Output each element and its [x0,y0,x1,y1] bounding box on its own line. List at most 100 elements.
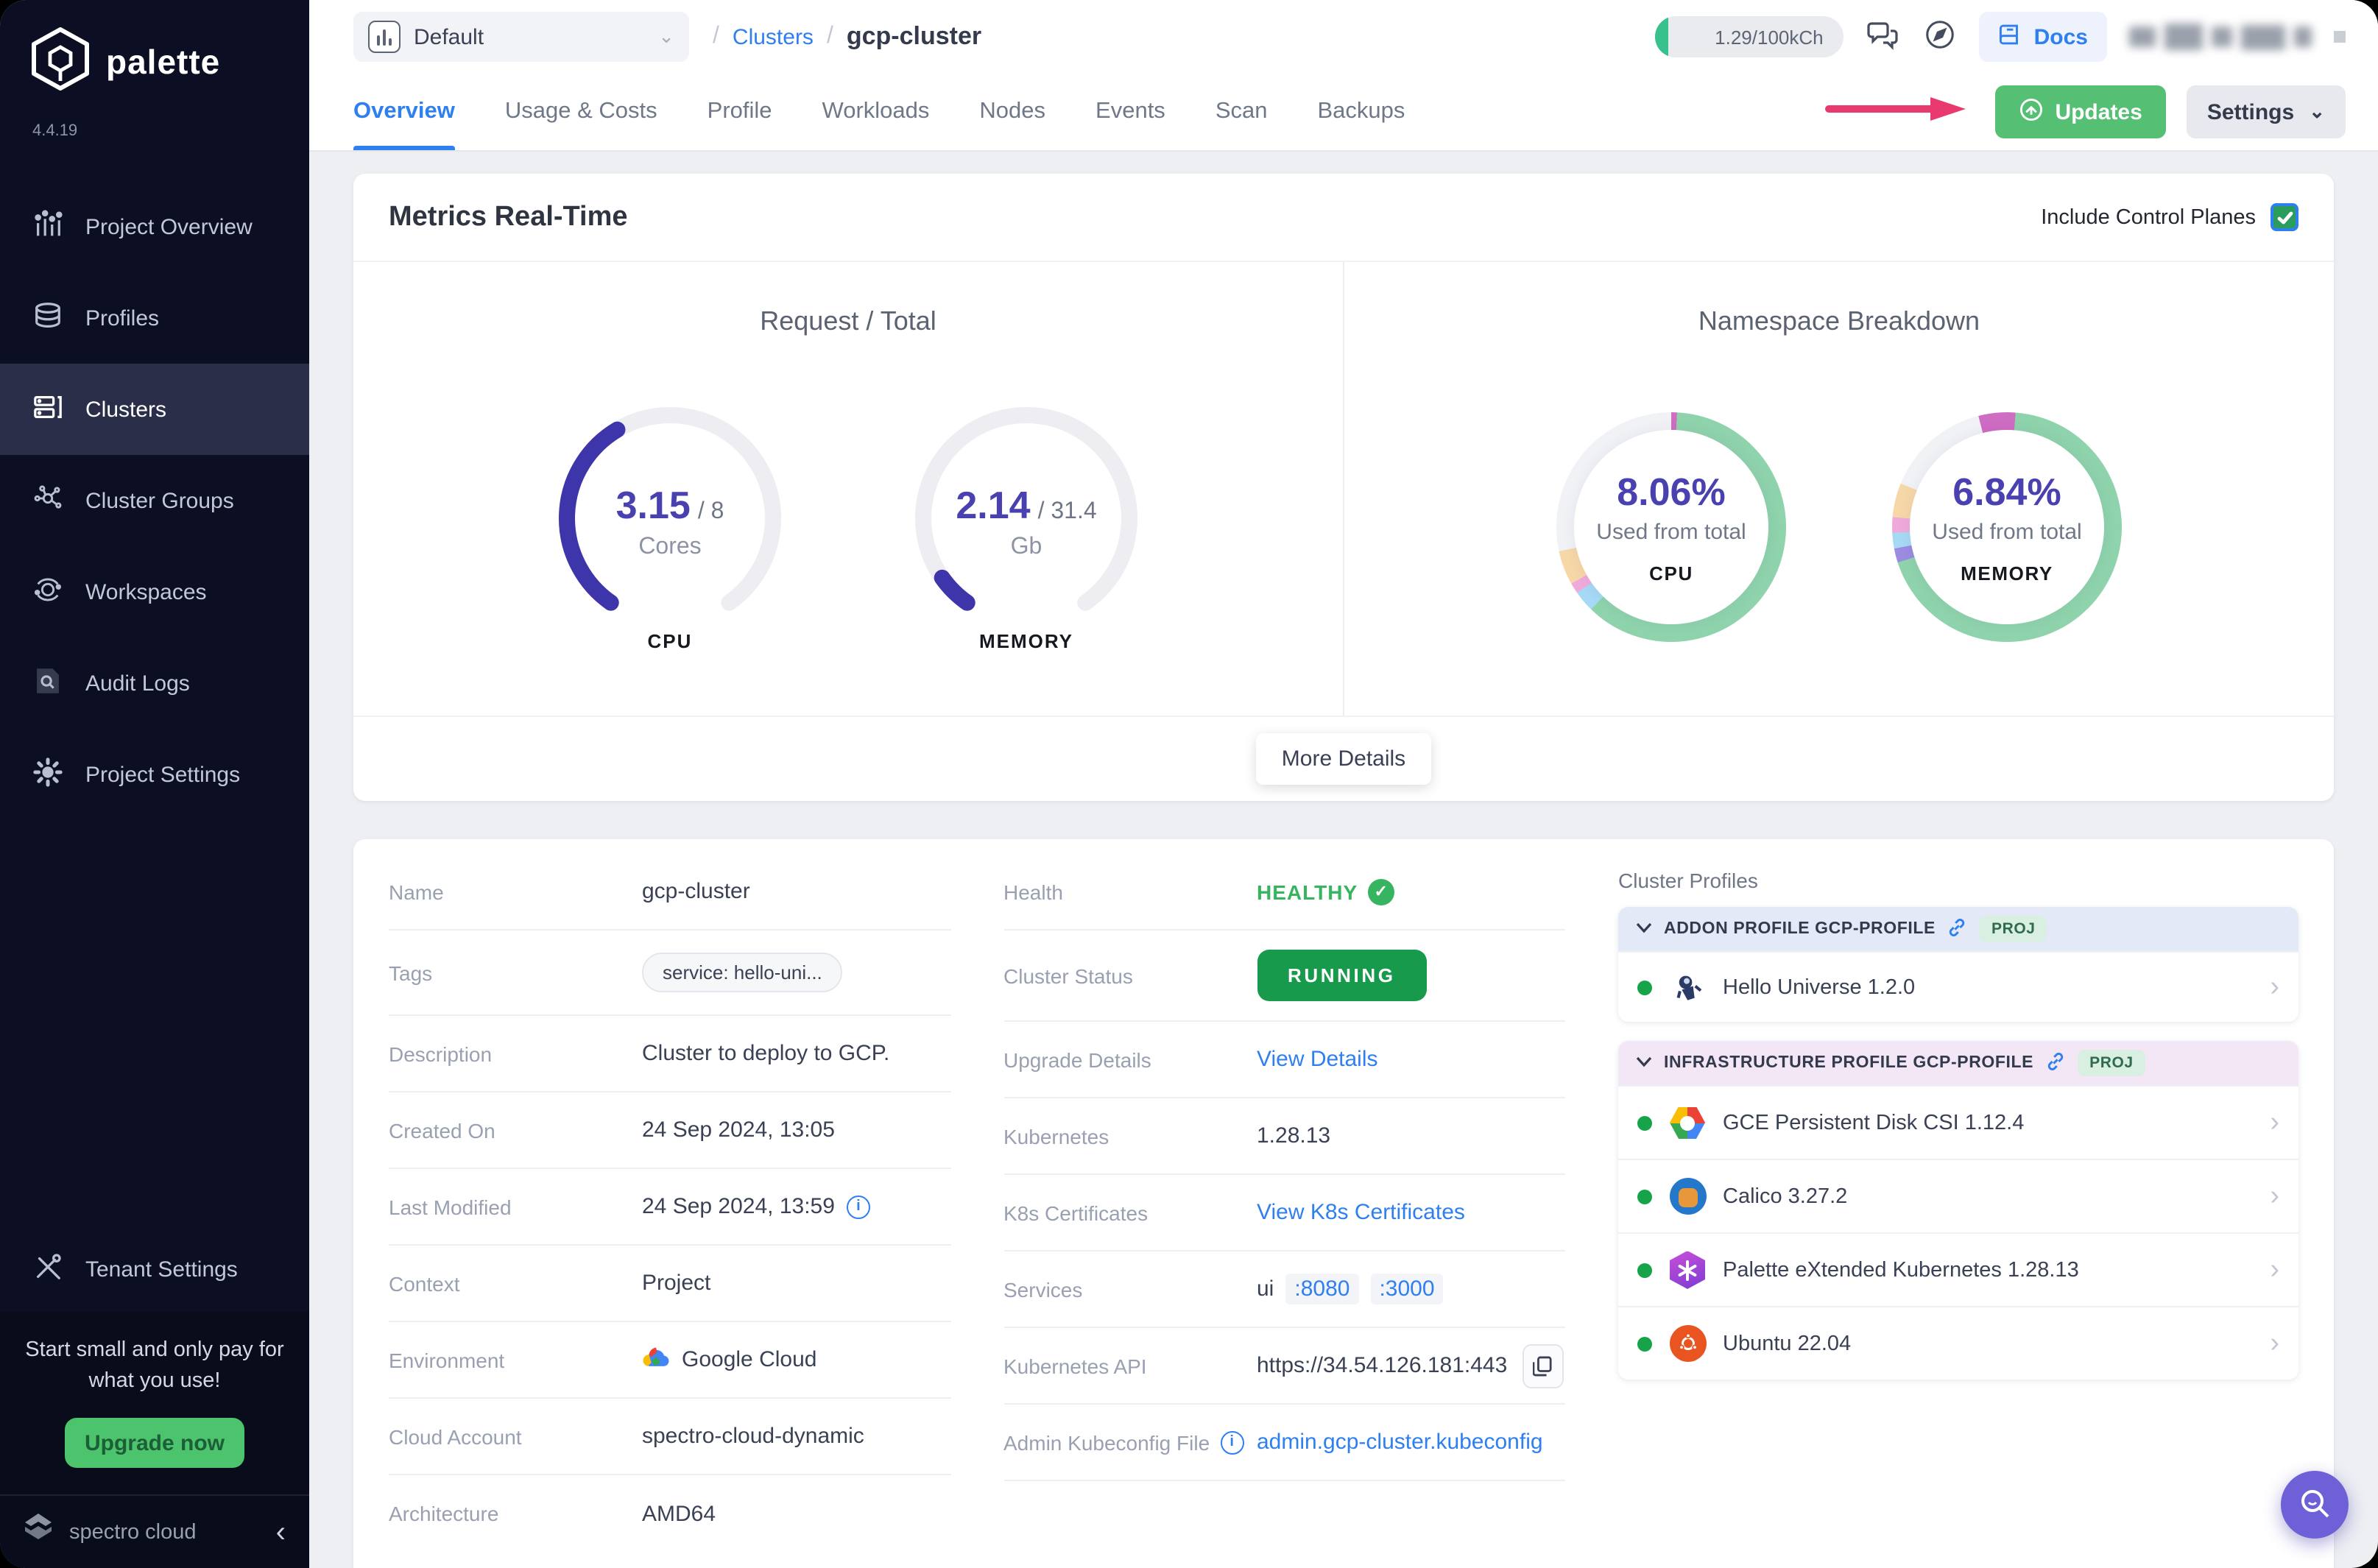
updates-button[interactable]: Updates [1994,85,2166,138]
profile-layer-row-calico[interactable]: Calico 3.27.2 › [1618,1159,2298,1232]
content-area: Metrics Real-Time Include Control Planes… [309,150,2378,1568]
spectro-cloud-logo [21,1511,56,1553]
addon-profile-header[interactable]: ADDON PROFILE GCP-PROFILE PROJ [1618,907,2298,951]
info-icon[interactable]: i [1220,1430,1244,1454]
search-help-fab[interactable] [2281,1471,2349,1539]
tab-scan[interactable]: Scan [1215,99,1268,124]
tab-events[interactable]: Events [1095,99,1165,124]
detail-row: Kubernetes API https://34.54.126.181:443 [1003,1328,1565,1405]
memory-donut-label: MEMORY [1961,562,2053,584]
service-port-link[interactable]: :8080 [1285,1274,1359,1304]
info-icon[interactable]: i [846,1195,870,1218]
cluster-info-column: Name gcp-cluster Tags service: hello-uni..… [389,848,950,1568]
cpu-namespace-donut: 8.06% Used from total CPU [1556,412,1786,641]
proj-badge: PROJ [2078,1050,2145,1076]
docs-button[interactable]: Docs [1979,12,2107,62]
chevron-right-icon: › [2270,1106,2279,1137]
detail-row: K8s Certificates View K8s Certificates [1003,1175,1565,1251]
memory-gauge: 2.14/ 31.4 Gb MEMORY [901,400,1151,652]
search-icon [2297,1485,2332,1525]
tab-usage-costs[interactable]: Usage & Costs [504,99,657,124]
status-dot [1637,1115,1652,1130]
detail-row: Last Modified 24 Sep 2024, 13:59 i [389,1169,950,1246]
cpu-used-percent: 8.06% [1617,469,1726,513]
project-icon [368,21,401,53]
sidebar-item-project-settings[interactable]: Project Settings [0,729,309,820]
tab-profile[interactable]: Profile [707,99,772,124]
tab-workloads[interactable]: Workloads [822,99,930,124]
kubernetes-version-value: 1.28.13 [1257,1123,1331,1148]
breadcrumb-clusters-link[interactable]: Clusters [732,24,814,49]
last-modified-value: 24 Sep 2024, 13:59 [642,1194,835,1219]
upgrade-now-button[interactable]: Upgrade now [65,1418,244,1468]
infrastructure-profile-header[interactable]: INFRASTRUCTURE PROFILE GCP-PROFILE PROJ [1618,1041,2298,1085]
view-details-link[interactable]: View Details [1257,1047,1378,1072]
tools-icon [32,1252,63,1289]
chat-button[interactable] [1866,17,1902,57]
explore-button[interactable] [1924,18,1958,56]
tab-overview[interactable]: Overview [353,74,455,150]
tag-chip[interactable]: service: hello-uni... [642,953,843,992]
settings-button[interactable]: Settings ⌄ [2186,85,2346,138]
profile-layer-row-hello-universe[interactable]: Hello Universe 1.2.0 › [1618,951,2298,1022]
chevron-right-icon: › [2270,1254,2279,1285]
status-dot [1637,980,1652,995]
tab-nodes[interactable]: Nodes [979,99,1046,124]
cpu-gauge-label: CPU [647,630,693,652]
network-icon [32,482,63,519]
collapse-sidebar-icon[interactable]: ‹ [275,1516,286,1548]
cpu-used-caption: Used from total [1596,519,1746,544]
detail-row: Cloud Account spectro-cloud-dynamic [389,1399,950,1475]
include-control-planes-label: Include Control Planes [2041,205,2256,229]
detail-row: Environment Google Cloud [389,1322,950,1399]
cloud-account-value: spectro-cloud-dynamic [642,1424,864,1449]
sidebar-item-profiles[interactable]: Profiles [0,272,309,364]
annotation-arrow [1824,95,1968,129]
tab-backups[interactable]: Backups [1317,99,1405,124]
detail-row: Architecture AMD64 [389,1501,716,1526]
metrics-card: Metrics Real-Time Include Control Planes… [353,174,2334,801]
addon-profile-group: ADDON PROFILE GCP-PROFILE PROJ Hello Uni… [1618,907,2298,1022]
memory-request-value: 2.14 [956,483,1031,527]
sidebar-item-label: Project Settings [85,762,241,787]
project-selector-value: Default [414,24,484,49]
chevron-right-icon: › [2270,971,2279,1002]
cpu-donut-label: CPU [1649,562,1693,584]
profile-layer-row-pxk[interactable]: Palette eXtended Kubernetes 1.28.13 › [1618,1232,2298,1306]
copy-button[interactable] [1522,1343,1564,1388]
context-value: Project [642,1271,711,1296]
footer-brand-text: spectro cloud [69,1520,197,1544]
sidebar-item-label: Project Overview [85,214,253,239]
architecture-value: AMD64 [642,1501,716,1526]
sidebar-item-cluster-groups[interactable]: Cluster Groups [0,455,309,546]
view-k8s-certificates-link[interactable]: View K8s Certificates [1257,1200,1465,1225]
sidebar-item-tenant-settings[interactable]: Tenant Settings [0,1229,309,1312]
detail-row: Description Cluster to deploy to GCP. [389,1016,950,1092]
project-selector[interactable]: Default ⌄ [353,12,689,62]
memory-unit: Gb [1010,534,1042,559]
sidebar-item-audit-logs[interactable]: Audit Logs [0,638,309,729]
service-port-link[interactable]: :3000 [1370,1274,1444,1304]
profile-layer-row-ubuntu[interactable]: Ubuntu 22.04 › [1618,1306,2298,1380]
environment-value: Google Cloud [682,1347,817,1372]
user-account[interactable] [2129,24,2312,50]
memory-gauge-label: MEMORY [978,630,1074,652]
user-menu-dot[interactable] [2334,31,2346,43]
detail-row: Health HEALTHY ✓ [1003,854,1565,930]
more-details-button[interactable]: More Details [1256,733,1431,785]
include-control-planes-checkbox[interactable] [2271,203,2298,231]
gce-disk-icon [1668,1103,1707,1142]
calico-icon [1668,1177,1707,1215]
sidebar-footer: spectro cloud ‹ [0,1494,309,1568]
profile-layer-row-gce-csi[interactable]: GCE Persistent Disk CSI 1.12.4 › [1618,1085,2298,1159]
detail-row: Services ui :8080 :3000 [1003,1251,1565,1328]
sidebar-item-label: Cluster Groups [85,488,234,513]
kubeconfig-download-link[interactable]: admin.gcp-cluster.kubeconfig [1257,1430,1543,1455]
sidebar-item-workspaces[interactable]: Workspaces [0,546,309,638]
cpu-unit: Cores [638,534,702,559]
sidebar-item-label: Clusters [85,397,167,422]
sidebar-item-clusters[interactable]: Clusters [0,364,309,455]
sidebar-item-project-overview[interactable]: Project Overview [0,181,309,272]
palette-logo-icon [29,27,91,99]
